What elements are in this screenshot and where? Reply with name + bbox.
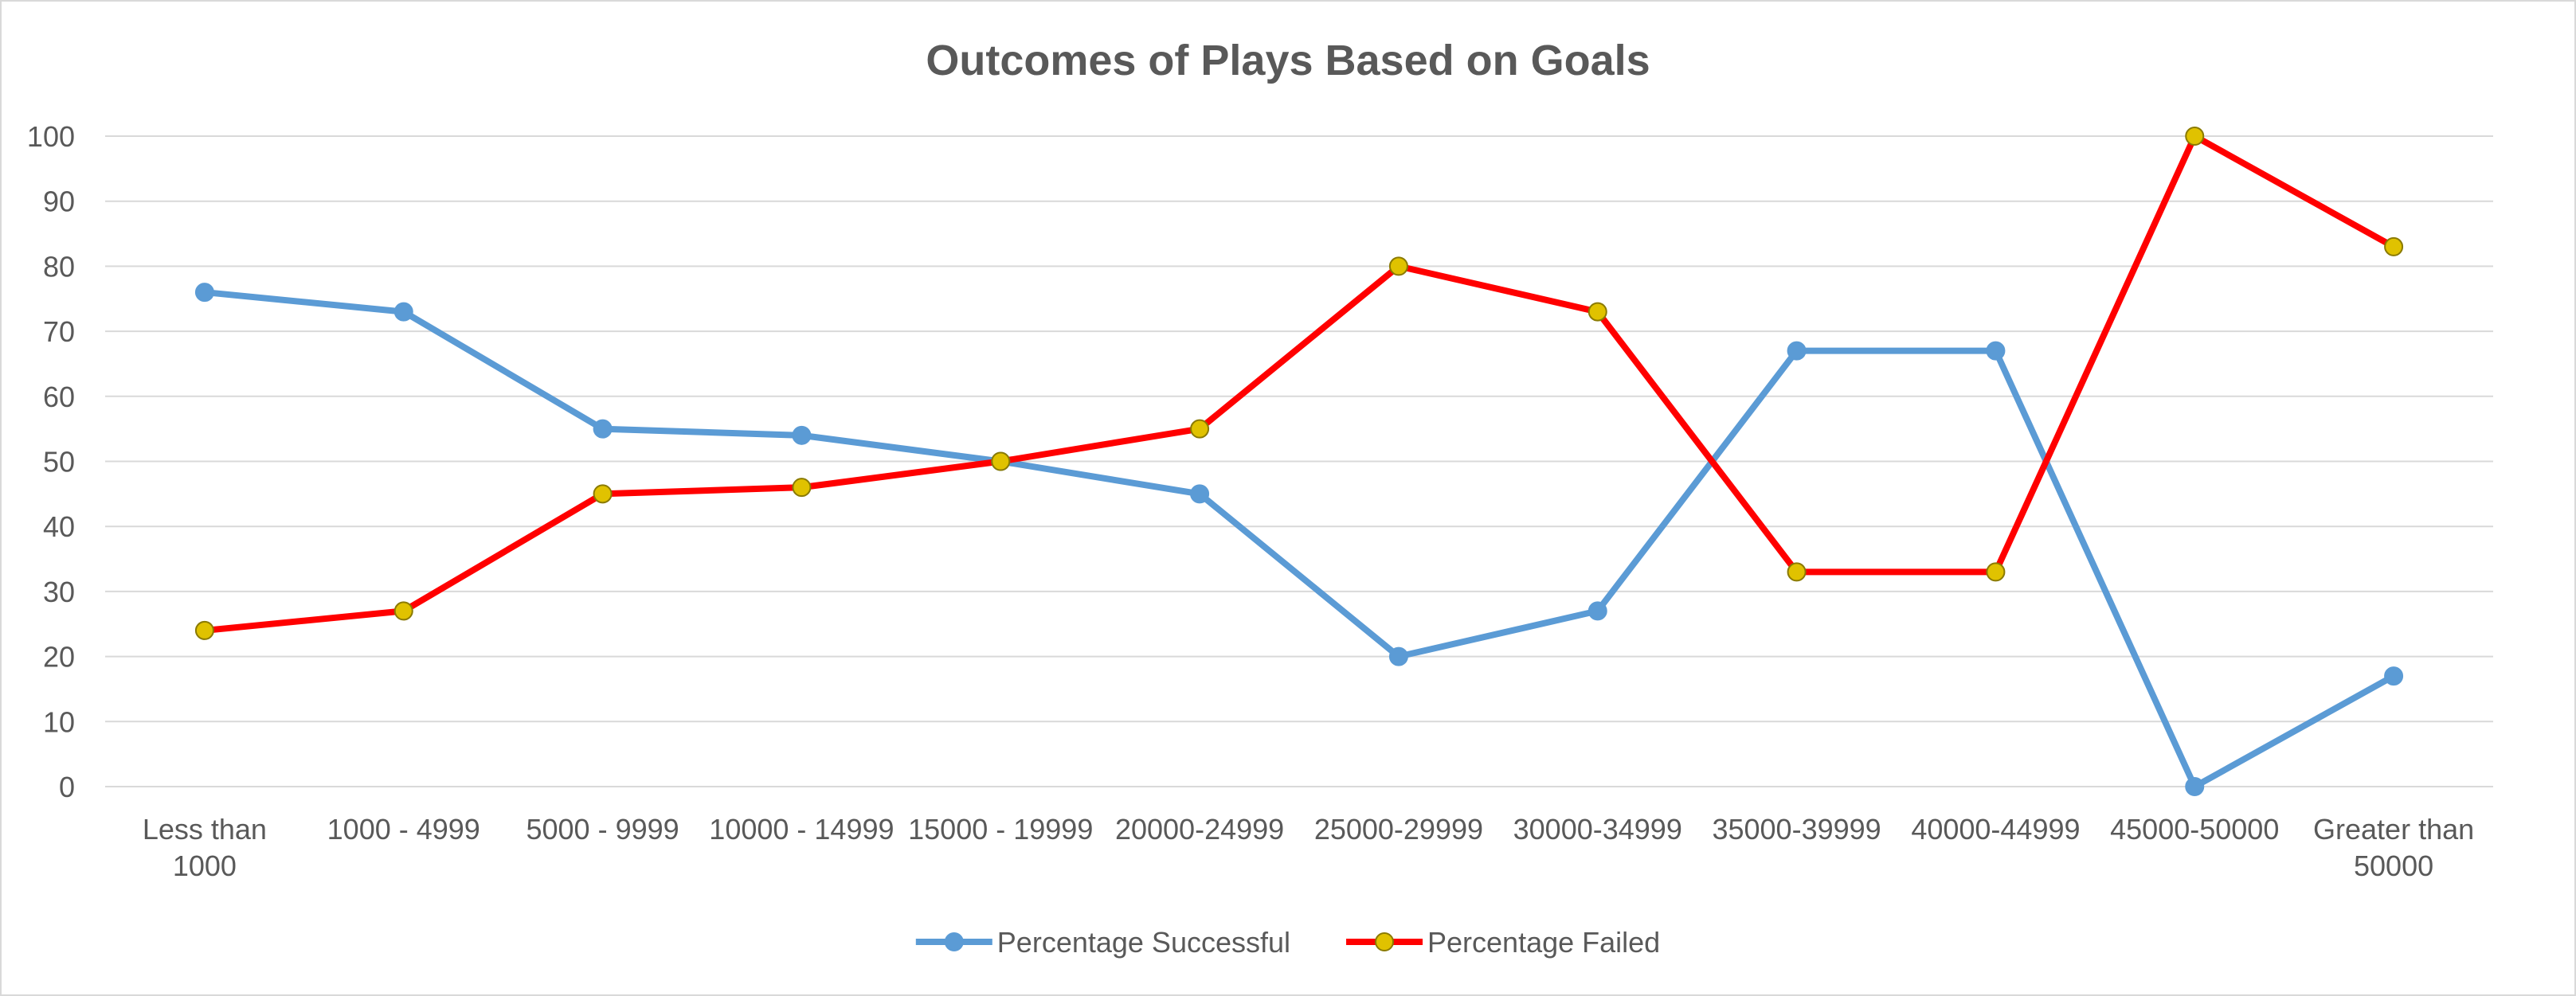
- y-tick-label: 90: [43, 186, 75, 218]
- series-percentage-failed-point: [991, 451, 1011, 471]
- legend-item: Percentage Failed: [1346, 926, 1660, 959]
- x-tick-label: Greater than 50000: [2313, 813, 2474, 882]
- series-percentage-successful-point: [194, 283, 214, 303]
- x-tick-label: 1000 - 4999: [327, 813, 480, 846]
- x-tick-label: Less than 1000: [143, 813, 267, 882]
- series-percentage-failed-point: [1787, 562, 1807, 582]
- series-lines: [201, 133, 2398, 790]
- series-percentage-successful-point: [792, 425, 812, 445]
- series-percentage-successful-point: [2384, 666, 2404, 686]
- x-axis-tick-labels: Less than 1000 1000 - 4999 5000 - 9999 10000…: [143, 813, 2474, 882]
- y-tick-label: 80: [43, 250, 75, 283]
- legend-label: Percentage Successful: [997, 926, 1290, 959]
- x-tick-label: 20000-24999: [1115, 813, 1284, 846]
- series-percentage-failed-point: [194, 620, 214, 640]
- series-percentage-failed-point: [2384, 236, 2404, 256]
- series-markers: [194, 127, 2404, 796]
- y-tick-label: 0: [59, 771, 75, 803]
- series-percentage-failed-point: [1986, 562, 2006, 582]
- series-percentage-successful-point: [1190, 484, 1210, 504]
- legend-swatch-marker: [1375, 932, 1395, 951]
- y-tick-label: 30: [43, 576, 75, 608]
- series-percentage-failed-point: [393, 601, 413, 621]
- x-tick-label: 25000-29999: [1314, 813, 1483, 846]
- series-percentage-failed-point: [2185, 127, 2205, 146]
- x-tick-label: 5000 - 9999: [526, 813, 679, 846]
- y-tick-label: 100: [27, 120, 75, 153]
- y-tick-label: 10: [43, 705, 75, 738]
- series-percentage-failed-point: [1587, 302, 1607, 322]
- series-percentage-successful-point: [1787, 341, 1807, 361]
- legend-swatch-marker: [944, 932, 964, 951]
- x-tick-label: 30000-34999: [1513, 813, 1682, 846]
- series-percentage-successful-point: [1986, 341, 2006, 361]
- y-tick-label: 70: [43, 315, 75, 348]
- x-tick-label: 15000 - 19999: [908, 813, 1093, 846]
- legend-label: Percentage Failed: [1427, 926, 1660, 959]
- x-tick-label: 40000-44999: [1911, 813, 2080, 846]
- legend: Percentage Successful Percentage Failed: [915, 926, 1660, 959]
- series-percentage-successful-point: [2185, 777, 2205, 796]
- y-tick-label: 50: [43, 446, 75, 478]
- chart-title: Outcomes of Plays Based on Goals: [926, 37, 1650, 84]
- y-tick-label: 60: [43, 381, 75, 413]
- gridlines: [105, 135, 2493, 787]
- x-tick-label: 45000-50000: [2110, 813, 2279, 846]
- series-percentage-failed-point: [593, 484, 613, 504]
- series-percentage-successful-line: [201, 289, 2398, 790]
- series-percentage-successful-point: [1587, 601, 1607, 621]
- series-percentage-successful-point: [593, 419, 613, 439]
- series-percentage-failed-point: [792, 478, 812, 498]
- legend-item: Percentage Successful: [915, 926, 1290, 959]
- x-tick-label: 35000-39999: [1712, 813, 1881, 846]
- x-tick-label: 10000 - 14999: [709, 813, 894, 846]
- series-percentage-successful-point: [393, 302, 413, 322]
- series-percentage-failed-point: [1388, 256, 1408, 276]
- y-axis-tick-labels: 0 10 20 30 40 50 60 70 80 90 100: [27, 120, 75, 803]
- y-tick-label: 40: [43, 510, 75, 543]
- y-tick-label: 20: [43, 641, 75, 674]
- series-percentage-failed-point: [1190, 419, 1210, 439]
- series-percentage-successful-point: [1388, 646, 1408, 666]
- series-percentage-failed-line: [201, 133, 2398, 634]
